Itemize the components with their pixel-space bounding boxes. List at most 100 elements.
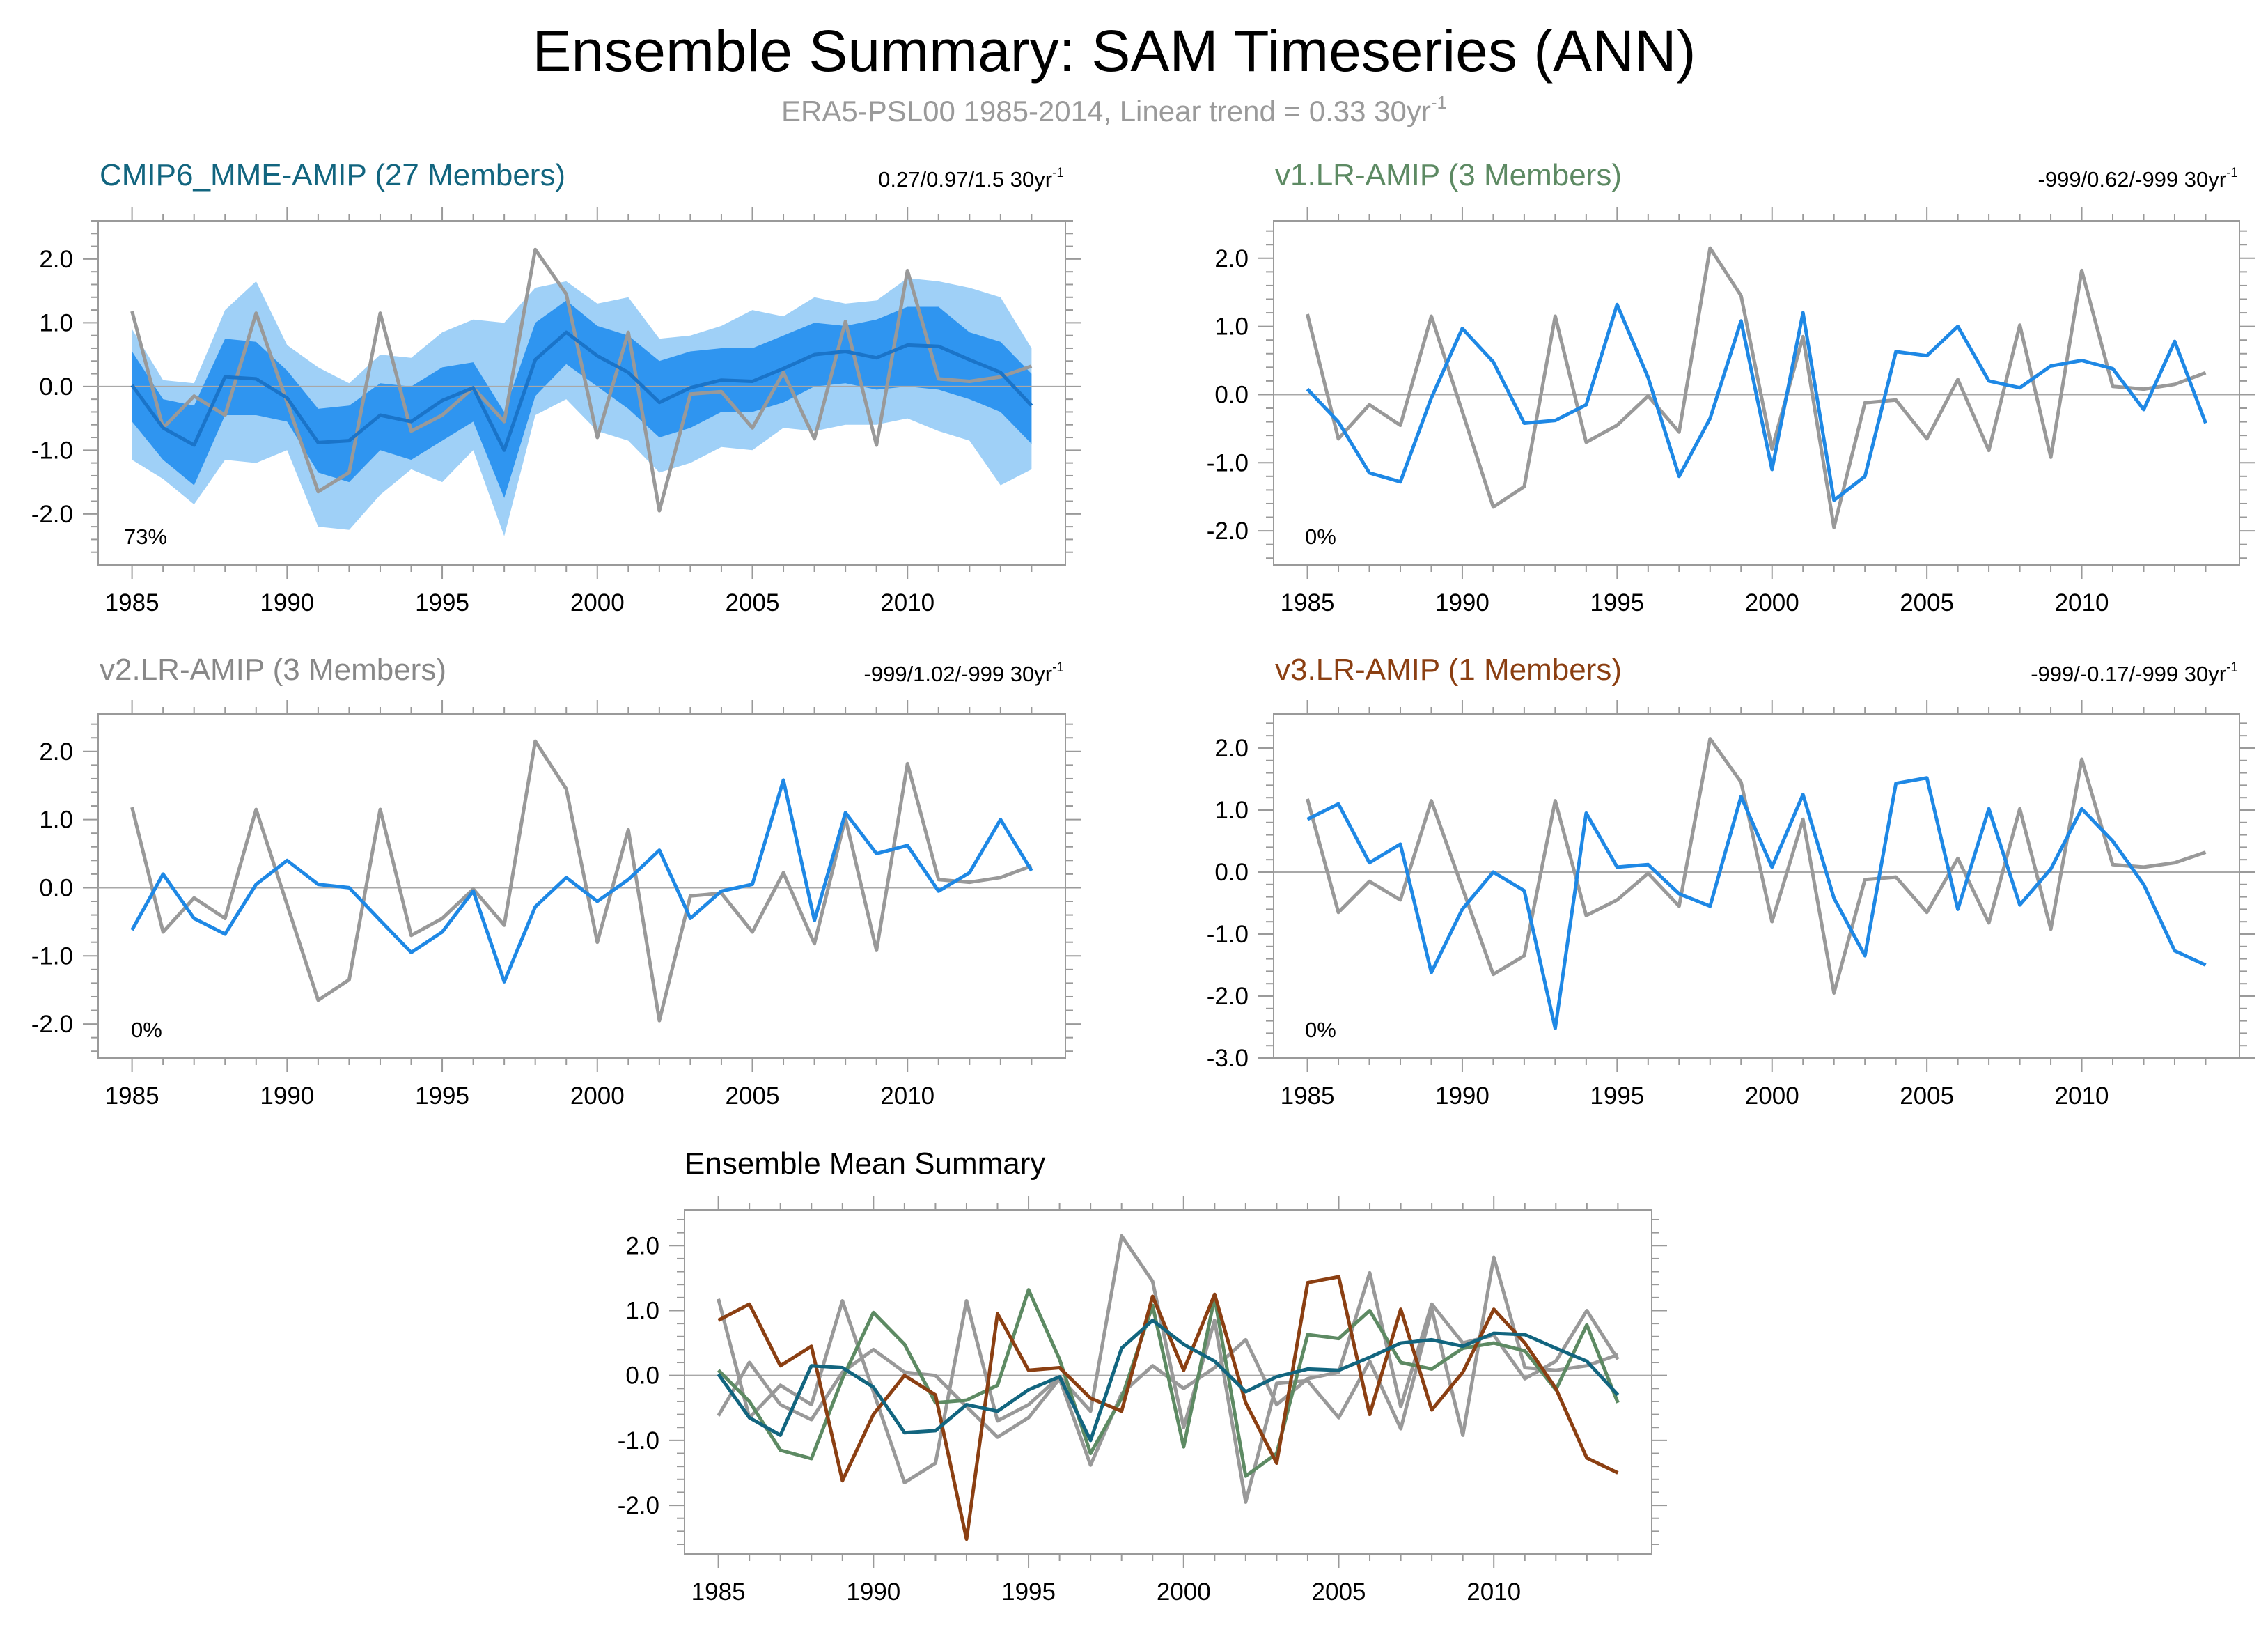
v2-xtick-label: 2010 [880, 1082, 934, 1110]
v2-axes: 1985 1990 1995 2000 2005 2010 2.0 1.0 0.0 -1.0 -2.… [31, 700, 1081, 1110]
cmip6-trend-stats: 0.27/0.97/1.5 30yr-1 [878, 166, 1064, 192]
cmip6-ytick-label: 2.0 [39, 246, 73, 273]
v3-xtick-label: 2010 [2055, 1082, 2109, 1110]
cmip6-pct-label: 73% [124, 525, 167, 549]
v2-trend-stats-exponent: -1 [1052, 660, 1064, 675]
v2-ytick-label: 0.0 [39, 874, 73, 901]
v2-xtick-label: 2005 [726, 1082, 780, 1110]
v2-xtick-label: 2000 [570, 1082, 625, 1110]
cmip6-axes: 1985 1990 1995 2000 2005 2010 2.0 1.0 0.0 -1.0 -2.… [31, 207, 1081, 616]
v1-trend-stats-exponent: -1 [2226, 166, 2238, 180]
v3-sim-line [1306, 776, 2207, 1030]
mean-ytick-label: 0.0 [625, 1362, 659, 1390]
v3-obs-line [1306, 737, 2207, 995]
cmip6-obs-line [130, 247, 1033, 513]
mean-ytick-label: 1.0 [625, 1297, 659, 1324]
v3-plot-frame [1273, 713, 2240, 1059]
mean-ytick-label: -1.0 [618, 1427, 659, 1454]
figure-subtitle: ERA5-PSL00 1985-2014, Linear trend = 0.3… [781, 92, 1447, 127]
mean-ytick-label: -2.0 [618, 1492, 659, 1519]
v1-trend-stats: -999/0.62/-999 30yr-1 [2038, 166, 2238, 192]
panels-group: 1985 1990 1995 2000 2005 2010 2.0 1.0 0.0 -1.0 -2.… [31, 158, 2255, 1606]
cmip6-xtick-label: 1995 [415, 589, 469, 616]
v3-xtick-label: 2005 [1900, 1082, 1954, 1110]
v1-axes: 1985 1990 1995 2000 2005 2010 2.0 1.0 0.0 -1.0 -2.… [1207, 207, 2255, 616]
v3-xtick-label: 1985 [1281, 1082, 1335, 1110]
v2-ytick-label: -1.0 [31, 942, 73, 970]
v3-pct-label: 0% [1305, 1018, 1336, 1042]
v1-xtick-label: 2005 [1900, 589, 1954, 616]
cmip6-panel-title: CMIP6_MME-AMIP (27 Members) [100, 158, 565, 192]
v1-pct-label: 0% [1305, 525, 1336, 549]
figure-subtitle-text: ERA5-PSL00 1985-2014, Linear trend = 0.3… [781, 95, 1431, 127]
v1-panel-title: v1.LR-AMIP (3 Members) [1275, 158, 1622, 192]
v3-ytick-label: -1.0 [1207, 921, 1249, 948]
cmip6-ytick-label: -1.0 [31, 437, 73, 464]
v2-plot-frame [97, 713, 1066, 1059]
v1-ytick-label: -2.0 [1207, 518, 1249, 545]
cmip6-xtick-label: 1990 [260, 589, 314, 616]
mean-xtick-label: 2000 [1157, 1578, 1211, 1606]
mean-ytick-label: 2.0 [625, 1232, 659, 1259]
v2-obs-line [130, 739, 1033, 1023]
mean-xtick-label: 2010 [1467, 1578, 1521, 1606]
mean-series-line-v1-lr-amip [717, 1288, 1620, 1478]
v1-ytick-label: 2.0 [1214, 245, 1249, 272]
v2-ytick-label: 2.0 [39, 738, 73, 766]
cmip6-ytick-label: 0.0 [39, 373, 73, 401]
mean-panel-title: Ensemble Mean Summary [685, 1147, 1045, 1181]
cmip6-inner-spread-band [132, 300, 1032, 498]
mean-xtick-label: 1990 [846, 1578, 900, 1606]
v2-xtick-label: 1995 [415, 1082, 469, 1110]
v1-ytick-label: 0.0 [1214, 381, 1249, 408]
v2-panel-title: v2.LR-AMIP (3 Members) [100, 653, 446, 687]
mean-xtick-label: 2005 [1312, 1578, 1366, 1606]
cmip6-xtick-label: 2000 [570, 589, 625, 616]
v3-axes: 1985 1990 1995 2000 2005 2010 2.0 1.0 0.0 -1.0 -2.… [1207, 700, 2255, 1110]
v1-xtick-label: 2010 [2055, 589, 2109, 616]
cmip6-xtick-label: 2010 [880, 589, 934, 616]
mean-series-line-era5-psl00 [717, 1234, 1619, 1504]
v3-xtick-label: 2000 [1745, 1082, 1799, 1110]
v2-ytick-label: 1.0 [39, 807, 73, 834]
v1-obs-line [1306, 246, 2207, 529]
v2-ytick-label: -2.0 [31, 1011, 73, 1038]
v3-trend-stats-exponent: -1 [2226, 660, 2238, 675]
v3-panel-title: v3.LR-AMIP (1 Members) [1275, 653, 1622, 687]
v2-sim-line [130, 778, 1033, 984]
v2-xtick-label: 1990 [260, 1082, 314, 1110]
v2-trend-stats: -999/1.02/-999 30yr-1 [864, 660, 1064, 686]
v3-ytick-label: -3.0 [1207, 1045, 1249, 1072]
mean-xtick-label: 1985 [691, 1578, 746, 1606]
v3-ytick-label: 2.0 [1214, 735, 1249, 762]
cmip6-ytick-label: -2.0 [31, 501, 73, 528]
v2-pct-label: 0% [131, 1018, 162, 1042]
figure-subtitle-exponent: -1 [1431, 92, 1447, 113]
v1-xtick-label: 1990 [1435, 589, 1489, 616]
v3-xtick-label: 1990 [1435, 1082, 1489, 1110]
mean-plot-frame [684, 1209, 1652, 1555]
cmip6-xtick-label: 1985 [105, 589, 159, 616]
v1-trend-stats-text: -999/0.62/-999 30yr [2038, 167, 2227, 192]
v3-trend-stats: -999/-0.17/-999 30yr-1 [2031, 660, 2238, 686]
v1-plot-frame [1273, 220, 2240, 566]
figure-title: Ensemble Summary: SAM Timeseries (ANN) [532, 18, 1696, 84]
v2-xtick-label: 1985 [105, 1082, 159, 1110]
mean-xtick-label: 1995 [1001, 1578, 1056, 1606]
mean-series-line-cmip6-mme-amip [717, 1319, 1620, 1443]
v1-ytick-label: 1.0 [1214, 313, 1249, 341]
mean-axes: 1985 1990 1995 2000 2005 2010 2.0 1.0 0.0 -1.0 -2.… [618, 1196, 1667, 1606]
v1-xtick-label: 2000 [1745, 589, 1799, 616]
v3-ytick-label: -2.0 [1207, 983, 1249, 1010]
v2-trend-stats-text: -999/1.02/-999 30yr [864, 662, 1053, 686]
cmip6-plot-frame [97, 220, 1066, 566]
cmip6-trend-stats-text: 0.27/0.97/1.5 30yr [878, 167, 1052, 192]
cmip6-ensemble-mean-line [130, 330, 1033, 452]
v3-xtick-label: 1995 [1590, 1082, 1644, 1110]
cmip6-ytick-label: 1.0 [39, 309, 73, 336]
v3-ytick-label: 0.0 [1214, 859, 1249, 886]
v3-ytick-label: 1.0 [1214, 797, 1249, 824]
v3-trend-stats-text: -999/-0.17/-999 30yr [2031, 662, 2226, 686]
v1-xtick-label: 1995 [1590, 589, 1644, 616]
